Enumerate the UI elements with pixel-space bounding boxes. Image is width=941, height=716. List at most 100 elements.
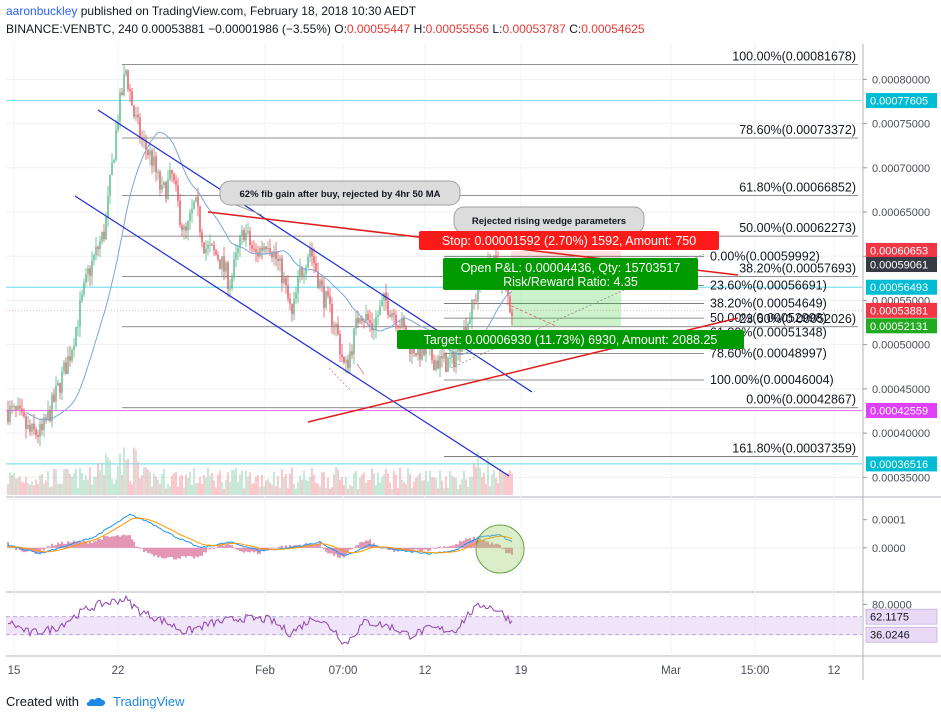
- fib-level-label[interactable]: 0.00%(0.00059992): [710, 249, 820, 263]
- volume-bar: [85, 475, 87, 495]
- candle-body: [369, 320, 371, 323]
- rsi-flag[interactable]: 62.1175: [865, 608, 938, 625]
- volume-bar: [299, 475, 301, 495]
- candle-body: [85, 273, 87, 283]
- price-flag[interactable]: 0.00036516: [866, 456, 937, 472]
- pnl-label[interactable]: Open P&L: 0.00004436, Qty: 15703517Risk/…: [443, 258, 698, 290]
- candle-body: [305, 267, 307, 274]
- volume-bar: [293, 484, 295, 495]
- candle-body: [341, 354, 343, 358]
- fib-level-label[interactable]: 38.20%(0.00057693): [739, 262, 856, 276]
- macd-histogram-bar: [71, 542, 73, 548]
- macd-histogram-bar: [137, 546, 139, 548]
- volume-bar: [175, 471, 177, 495]
- volume-bar: [357, 488, 359, 495]
- fib-level-label[interactable]: 78.60%(0.00048997): [710, 347, 827, 361]
- volume-bar: [253, 483, 255, 495]
- candle-body: [359, 317, 361, 324]
- fib-level-label[interactable]: 50.00%(0.00052998): [710, 311, 827, 325]
- macd-histogram-bar: [251, 547, 253, 552]
- price-flag[interactable]: 0.00060653: [866, 242, 937, 258]
- price-flag[interactable]: 0.00052131: [866, 318, 937, 334]
- candle-body: [177, 185, 179, 201]
- fib-level-label[interactable]: 100.00%(0.00081678): [732, 50, 856, 64]
- price-pane[interactable]: [6, 44, 863, 496]
- macd-histogram-bar: [219, 544, 221, 548]
- price-flag[interactable]: 0.00042559: [866, 402, 937, 418]
- macd-histogram-bar: [461, 541, 463, 548]
- candle-body: [159, 171, 161, 190]
- time-tick-label[interactable]: 15: [8, 665, 21, 677]
- macd-histogram-bar: [139, 547, 141, 549]
- volume-bar: [501, 470, 503, 495]
- time-axis[interactable]: 15 22 Feb 07:00 12 19 Mar 15:00 12: [8, 665, 841, 677]
- price-axis[interactable]: 0.00080000 0.00075000 0.00070000 0.00065000…: [863, 74, 938, 643]
- fib-note-callout[interactable]: 62% fib gain after buy, rejected by 4hr …: [219, 180, 461, 206]
- volume-bar: [165, 488, 167, 495]
- volume-bar: [401, 479, 403, 495]
- stop-label[interactable]: Stop: 0.00001592 (2.70%) 1592, Amount: 7…: [419, 231, 719, 250]
- candle-body: [161, 185, 163, 190]
- time-tick-label[interactable]: 12: [419, 665, 432, 677]
- macd-highlight-circle[interactable]: [475, 524, 525, 574]
- fib-level-label[interactable]: 100.00%(0.00046004): [710, 373, 834, 387]
- price-flag-bg: [866, 93, 937, 109]
- candle-body: [173, 173, 175, 181]
- volume-bar: [411, 487, 413, 495]
- author-link[interactable]: aaronbuckley: [6, 4, 78, 18]
- volume-bar: [89, 467, 91, 495]
- fib-level-label[interactable]: 38.20%(0.00054649): [710, 297, 827, 311]
- fib-level-label[interactable]: 61.80%(0.00066852): [739, 181, 856, 195]
- drawing-labels[interactable]: 62% fib gain after buy, rejected by 4hr …: [219, 180, 744, 349]
- tradingview-brand[interactable]: TradingView: [85, 694, 185, 709]
- time-tick-label[interactable]: 07:00: [329, 665, 358, 677]
- target-label[interactable]: Target: 0.00006930 (11.73%) 6930, Amount…: [397, 330, 744, 349]
- volume-bar: [113, 483, 115, 495]
- candle-body: [47, 409, 49, 421]
- volume-bar: [395, 475, 397, 495]
- volume-bar: [215, 487, 217, 495]
- volume-bar: [91, 484, 93, 495]
- price-flag[interactable]: 0.00059061: [866, 257, 937, 273]
- fib-level-label[interactable]: 23.60%(0.00056691): [710, 278, 827, 292]
- macd-pane[interactable]: [6, 499, 863, 591]
- candle-body: [367, 313, 369, 321]
- macd-histogram-bar: [231, 545, 233, 548]
- volume-bar: [391, 488, 393, 495]
- volume-bar: [473, 463, 475, 495]
- time-tick-label[interactable]: 15:00: [741, 665, 770, 677]
- time-tick-label[interactable]: 19: [515, 665, 528, 677]
- price-flag[interactable]: 0.00053881: [866, 302, 937, 318]
- volume-bar: [445, 476, 447, 495]
- price-flag[interactable]: 0.00056493: [866, 279, 937, 295]
- fib-level-label[interactable]: 0.00%(0.00042867): [746, 393, 856, 407]
- volume-bar: [131, 483, 133, 495]
- rsi-flag[interactable]: 36.0246: [865, 626, 938, 643]
- price-flag[interactable]: 0.00077605: [866, 93, 937, 109]
- symbol-label[interactable]: BINANCE:VENBTC, 240: [6, 22, 139, 36]
- fib-level-label[interactable]: 161.80%(0.00037359): [732, 441, 856, 455]
- candle-body: [327, 291, 329, 296]
- time-tick-label[interactable]: 12: [828, 665, 841, 677]
- volume-bar: [107, 457, 109, 495]
- time-tick-label[interactable]: 22: [112, 665, 125, 677]
- channel-lower-line[interactable]: [74, 195, 510, 477]
- candle-body: [247, 230, 249, 233]
- volume-bar: [79, 468, 81, 495]
- wedge-note-callout[interactable]: Rejected rising wedge parameters: [453, 206, 645, 234]
- candle-body: [37, 435, 39, 437]
- macd-histogram-bar: [217, 546, 219, 548]
- macd-histogram-bar: [43, 547, 45, 551]
- time-tick-label[interactable]: Feb: [255, 665, 275, 677]
- fib-retracement-major[interactable]: 100.00%(0.00081678) 78.60%(0.00073372) 61.…: [122, 50, 858, 457]
- fib-level-label[interactable]: 78.60%(0.00073372): [739, 123, 856, 137]
- tradingview-link[interactable]: TradingView: [112, 693, 185, 709]
- fib-level-label[interactable]: 23.60%(0.00052026): [739, 312, 856, 326]
- volume-bar: [155, 476, 157, 495]
- low-label: L:: [492, 22, 503, 36]
- macd-histogram-bar: [503, 547, 505, 550]
- time-tick-label[interactable]: Mar: [661, 665, 681, 677]
- trading-chart[interactable]: 100.00%(0.00081678) 78.60%(0.00073372) 61.…: [0, 40, 941, 686]
- volume-bar: [75, 468, 77, 495]
- fib-level-label[interactable]: 50.00%(0.00062273): [739, 221, 856, 235]
